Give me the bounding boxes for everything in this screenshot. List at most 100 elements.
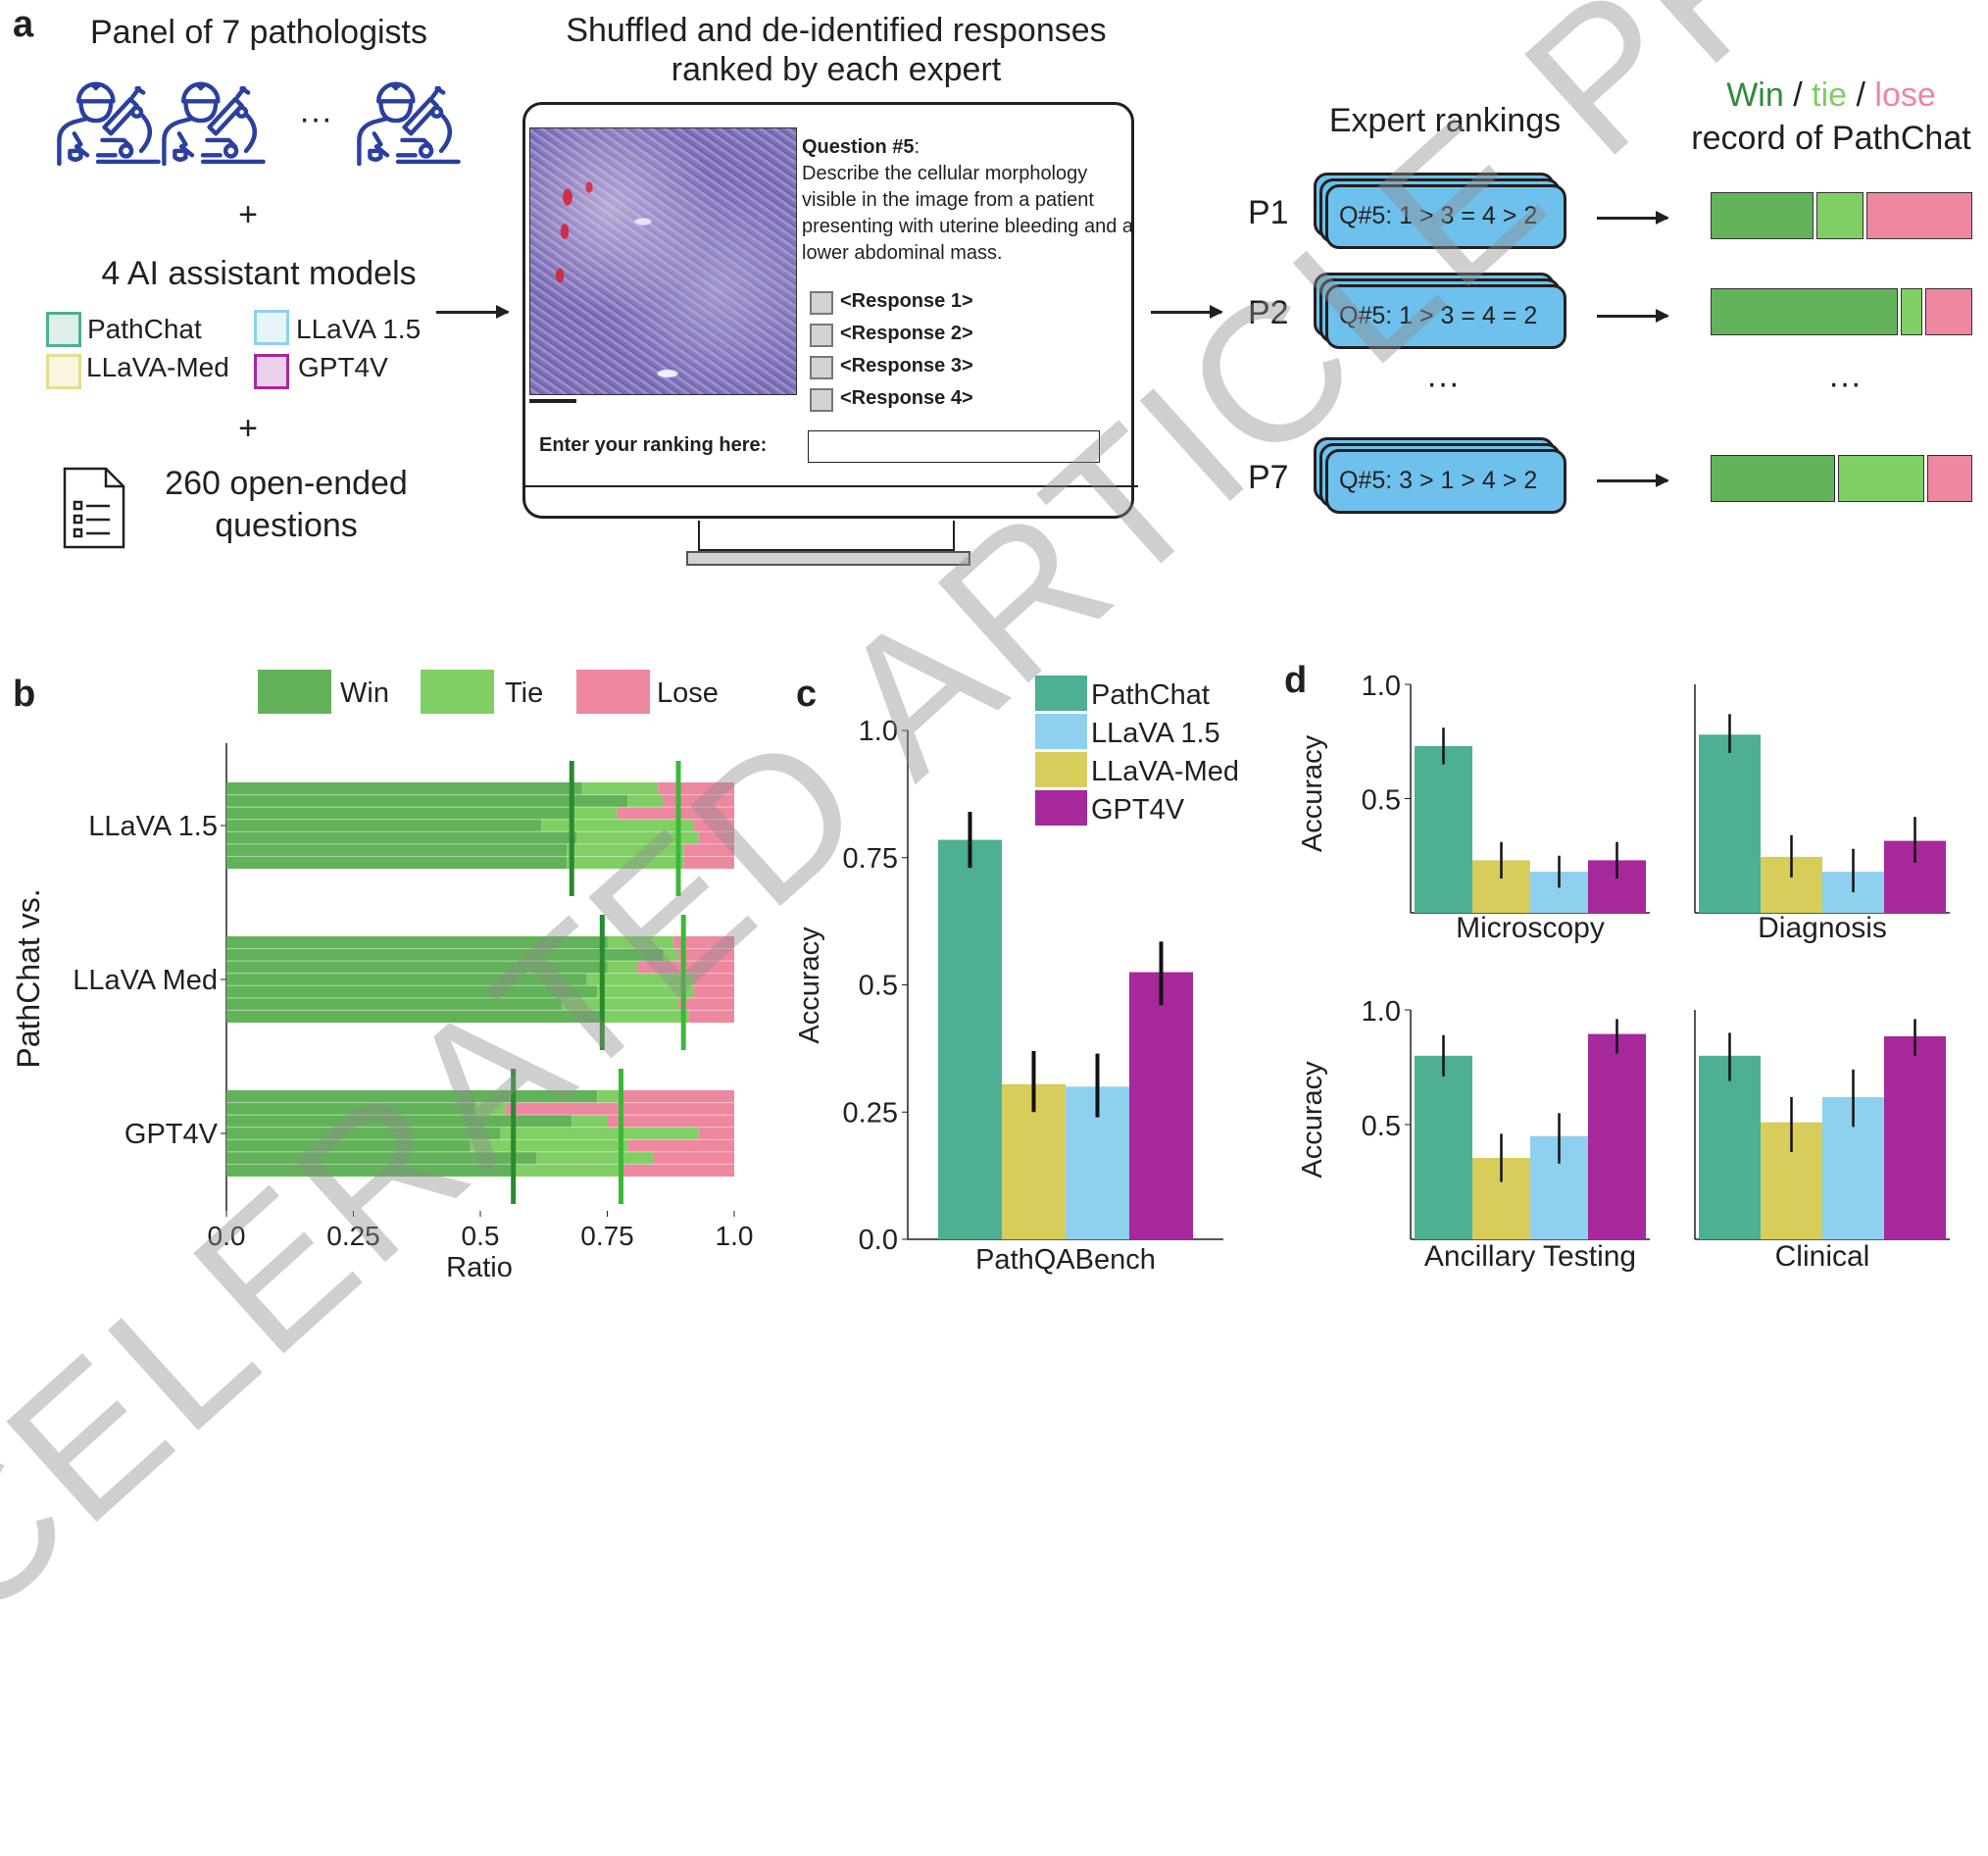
win-bar [226, 1151, 536, 1165]
win-bar [226, 1010, 603, 1023]
legend-label: GPT4V [1091, 794, 1185, 826]
document-icon [63, 467, 125, 549]
response-checkbox[interactable] [810, 356, 833, 379]
y-axis-label: PathChat vs. [11, 888, 46, 1068]
x-tick-label: 0.5 [462, 1221, 500, 1251]
legend-swatch [1035, 714, 1087, 749]
ranking-text: Q#5: 3 > 1 > 4 > 2 [1339, 467, 1538, 494]
ranking-card [1325, 184, 1566, 249]
tie-bar [576, 831, 699, 844]
tie-bar [581, 782, 659, 795]
panel-title: Panel of 7 pathologists [89, 14, 428, 51]
panel-d-label: d [1284, 660, 1307, 701]
record-title-win: Win [1726, 76, 1784, 114]
y-tick-label: 0.5 [859, 971, 898, 1002]
category-label: Microscopy [1456, 912, 1605, 944]
tie-bar [607, 961, 638, 974]
win-bar [226, 782, 582, 795]
record-lose-segment [1927, 455, 1972, 502]
y-tick-label: 1.0 [859, 716, 898, 747]
category-label: Diagnosis [1758, 912, 1887, 944]
legend-swatch-win [258, 670, 331, 714]
record-tie-segment [1816, 192, 1864, 239]
accuracy-bar-gpt4v [1588, 1033, 1646, 1239]
gpt4v-swatch [254, 354, 289, 389]
win-bar [226, 1139, 471, 1152]
accuracy-bar-pathchat [938, 839, 1002, 1239]
tie-bar [597, 1090, 623, 1103]
monitor-screen [522, 102, 1134, 519]
response-checkbox[interactable] [810, 388, 833, 412]
response-label: <Response 4> [840, 387, 973, 409]
monitor-base [686, 551, 970, 566]
lose-bar [622, 1090, 734, 1103]
category-label: LLaVA 1.5 [88, 811, 218, 842]
panel-b-label: b [13, 674, 35, 715]
win-bar [226, 843, 568, 857]
tie-bar [663, 948, 679, 962]
ranking-text: Q#5: 1 > 3 = 4 = 2 [1339, 302, 1538, 329]
legend-label: LLaVA-Med [1091, 756, 1239, 787]
models-title: 4 AI assistant models [101, 255, 417, 292]
record-title-tie: tie [1812, 76, 1848, 114]
ranking-input[interactable] [808, 430, 1100, 463]
accuracy-bar-pathchat [1415, 1055, 1472, 1239]
x-tick-label: 0.75 [580, 1221, 634, 1251]
response-checkbox[interactable] [810, 324, 833, 347]
model-name: PathChat [87, 314, 202, 344]
questions-line1: 260 open-ended [165, 465, 408, 502]
category-label: Ancillary Testing [1424, 1240, 1636, 1273]
record-tie-segment [1837, 455, 1925, 502]
lose-bar [627, 1139, 734, 1152]
ranking-label: Enter your ranking here: [539, 434, 768, 456]
category-label: GPT4V [124, 1119, 219, 1150]
x-tick-label: 0.0 [208, 1221, 246, 1251]
y-tick-label: 0.75 [843, 843, 898, 875]
record-title-line2: record of PathChat [1691, 120, 1971, 157]
tie-bar [567, 843, 684, 857]
tie-bar [627, 794, 664, 808]
lose-bar [693, 973, 734, 986]
histology-image [529, 127, 797, 395]
record-lose-segment [1924, 288, 1972, 335]
legend-label: Lose [657, 677, 719, 709]
tie-bar [572, 1115, 608, 1128]
y-tick-label: 0.5 [1362, 1111, 1401, 1142]
legend-swatch [1035, 752, 1087, 787]
response-label: <Response 1> [840, 290, 973, 312]
record-tie-segment [1901, 288, 1922, 335]
response-checkbox[interactable] [810, 291, 833, 315]
record-lose-segment [1866, 192, 1972, 239]
lose-bar [663, 794, 734, 808]
legend-label: LLaVA 1.5 [1091, 718, 1220, 749]
questions-line2: questions [215, 507, 358, 544]
tie-bar [474, 1102, 506, 1116]
expert-id: P2 [1248, 294, 1289, 331]
tie-bar [586, 973, 694, 986]
tie-bar [567, 856, 684, 869]
category-label: LLaVA Med [73, 965, 218, 996]
model-name: LLaVA-Med [86, 352, 229, 382]
record-title-sep: / [1856, 76, 1865, 114]
expert-id: P7 [1248, 459, 1289, 496]
model-name: LLaVA 1.5 [296, 314, 422, 344]
lose-bar [617, 807, 734, 820]
lose-bar [678, 997, 734, 1011]
x-tick-label: 0.25 [326, 1221, 380, 1251]
win-bar [226, 1090, 598, 1103]
win-bar [226, 831, 577, 844]
panel-c-label: c [796, 674, 817, 715]
model-name: GPT4V [298, 352, 388, 382]
arrow-right-icon [1597, 309, 1669, 323]
legend-swatch [1035, 790, 1087, 826]
accuracy-bar-pathchat [1699, 1055, 1761, 1239]
tie-bar [602, 1010, 689, 1023]
tie-bar [511, 1164, 623, 1177]
accuracy-bar-gpt4v [1884, 1035, 1946, 1239]
win-bar [226, 1127, 501, 1140]
x-axis-label: Ratio [446, 1252, 513, 1283]
monitor-stand [698, 521, 955, 551]
x-tick-label: 1.0 [716, 1221, 754, 1251]
y-tick-label: 0.5 [1362, 785, 1401, 817]
y-tick-label: 0.25 [843, 1097, 898, 1129]
